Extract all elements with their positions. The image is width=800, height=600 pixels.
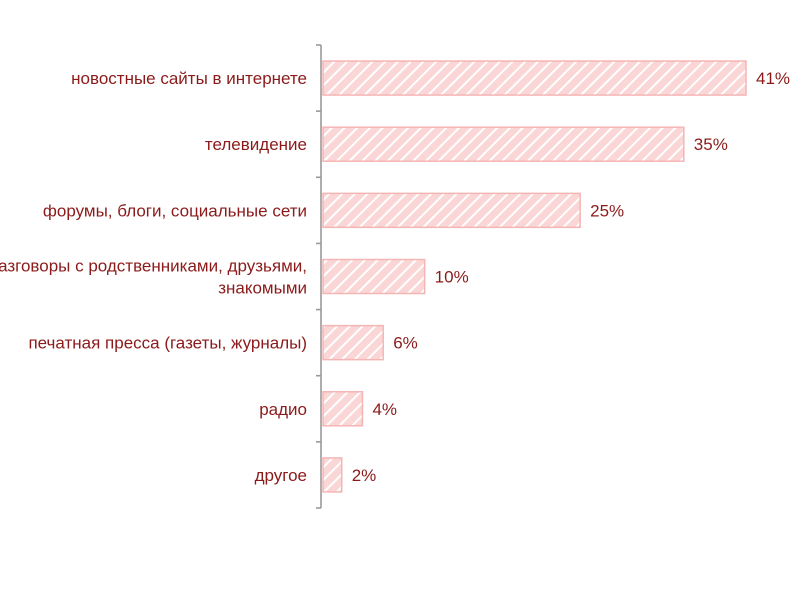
bars-layer [322,60,747,493]
category-label-4: разговоры с родственниками, друзьями, зна… [0,257,307,298]
data-label-6: 4% [372,400,397,419]
labels-layer: 41% новостные сайты в интернете 35% телевид… [0,69,790,485]
category-label-line: печатная пресса (газеты, журналы) [28,334,307,353]
category-label-2: телевидение [205,135,307,154]
category-label-5: печатная пресса (газеты, журналы) [28,334,307,353]
bar-6 [322,391,364,427]
category-label-line: новостные сайты в интернете [71,69,307,88]
category-label-6: радио [259,400,307,419]
data-label-7: 2% [352,466,377,485]
category-axis [316,44,322,509]
data-label-5: 6% [393,334,418,353]
category-label-7: другое [255,466,307,485]
category-label-line: другое [255,466,307,485]
category-label-line: форумы, блоги, социальные сети [43,201,307,220]
category-label-line: радио [259,400,307,419]
bar-2 [322,126,685,162]
category-label-line: знакомыми [218,279,307,298]
data-label-3: 25% [590,201,624,220]
category-label-3: форумы, блоги, социальные сети [43,201,307,220]
bar-3 [322,192,581,229]
bar-5 [322,324,384,361]
data-label-2: 35% [694,135,728,154]
category-label-line: разговоры с родственниками, друзьями, [0,257,307,276]
bar-7 [322,457,343,493]
bar-4 [322,258,426,295]
category-label-line: телевидение [205,135,307,154]
category-label-1: новостные сайты в интернете [71,69,307,88]
data-label-4: 10% [435,268,469,287]
data-label-1: 41% [756,69,790,88]
bar-1 [322,60,747,96]
